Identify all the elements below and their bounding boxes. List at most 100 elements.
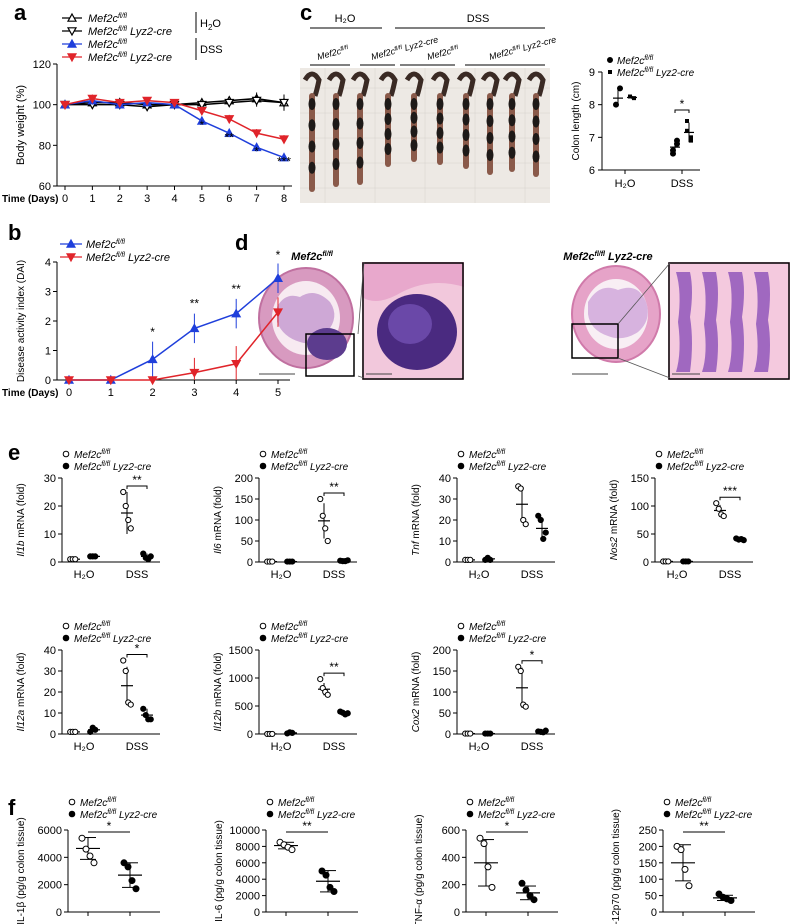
- legend-label: Mef2cfl/fl Lyz2-cre: [74, 633, 152, 645]
- series-path: [69, 277, 279, 381]
- x-tick-label: 3: [144, 193, 150, 205]
- x-tick-label: H₂O: [271, 741, 292, 753]
- data-point: [715, 505, 722, 512]
- legend-marker: [68, 798, 76, 806]
- panel-label-c: c: [300, 0, 313, 25]
- chart-c: 6 7 8 9 H₂O DSS Colon length (cm) * Mef2cfl/flMe…: [571, 55, 700, 190]
- colon-stool: [508, 98, 516, 110]
- x-axis-label: Time (Days): [2, 194, 59, 205]
- colon-stool: [410, 111, 418, 124]
- series-line: [63, 263, 284, 384]
- panel-label-e: e: [8, 440, 21, 465]
- data-point: [487, 556, 494, 564]
- significance-star: **: [302, 819, 312, 833]
- data-point: [120, 488, 127, 496]
- legend-marker: [66, 12, 78, 22]
- colon-cecum: [326, 71, 346, 97]
- chart-f4: 0 50 100 150 200 250 IL-12p70 (pg/g colon tiss…: [611, 797, 755, 924]
- y-tick-label: 3: [45, 287, 51, 299]
- data-point: [713, 500, 720, 507]
- y-tick-label: 100: [631, 501, 649, 513]
- legend-label: Mef2cfl/fl Lyz2-cre: [469, 461, 547, 473]
- x-tick-label: 4: [171, 193, 177, 205]
- chart-e2: 0 50 100 150 200 H₂O DSS Il6 mRNA (fold) ** Mef2c…: [213, 449, 357, 581]
- legend-label: Mef2cfl/fl: [88, 39, 127, 51]
- y-tick-label: 6: [589, 165, 595, 177]
- y-axis-label: IL-12p70 (pg/g colon tissue): [611, 809, 622, 924]
- y-axis-label: Il12a mRNA (fold): [16, 653, 27, 732]
- colon-stool: [410, 139, 418, 152]
- data-point: [86, 852, 94, 860]
- legend-marker: [266, 798, 274, 806]
- y-axis-label: IL-1β (pg/g colon tissue): [16, 817, 27, 924]
- legend-label: Mef2cfl/fl Lyz2-cre: [667, 461, 745, 473]
- y-tick-label: 200: [639, 841, 657, 853]
- histology-cre-overview: [568, 262, 668, 380]
- x-tick-label: 1: [108, 387, 114, 399]
- legend-marker: [457, 462, 465, 470]
- histology-ctrl-zoom: [362, 262, 464, 380]
- x-tick-label: 2: [117, 193, 123, 205]
- data-point: [124, 863, 132, 871]
- data-point: [269, 730, 276, 738]
- data-point: [196, 106, 207, 117]
- legend-marker: [607, 57, 613, 63]
- legend-marker: [259, 462, 267, 470]
- y-tick-label: 0: [651, 907, 657, 919]
- legend-marker: [457, 450, 465, 458]
- colon-stool: [356, 137, 364, 149]
- x-axis-label: Time (Days): [2, 388, 59, 399]
- data-point: [122, 667, 129, 675]
- data-point: [484, 863, 492, 871]
- x-tick-label: H₂O: [615, 178, 636, 190]
- significance-star: *: [107, 819, 112, 833]
- colon-cecum: [404, 71, 424, 97]
- y-tick-label: 10000: [229, 825, 260, 837]
- legend-marker: [466, 798, 474, 806]
- significance-star: *: [254, 145, 259, 159]
- y-tick-label: 2000: [236, 891, 260, 903]
- chart-e4: 0 50 100 150 H₂O DSS Nos2 mRNA (fold) *** Mef2cf…: [609, 449, 753, 581]
- legend-label: Mef2cfl/fl: [478, 797, 515, 809]
- colon-stool: [462, 98, 470, 110]
- y-axis-label: Colon length (cm): [571, 82, 582, 161]
- data-point: [685, 882, 693, 890]
- y-tick-label: 4000: [38, 852, 62, 864]
- data-point: [72, 556, 79, 563]
- data-point: [278, 135, 290, 145]
- data-point: [122, 502, 129, 510]
- colon-stool: [384, 113, 392, 125]
- legend-label: Mef2cfl/fl: [271, 449, 308, 461]
- data-point: [272, 308, 284, 318]
- y-tick-label: 200: [442, 880, 460, 892]
- y-tick-label: 150: [639, 858, 657, 870]
- data-point: [467, 730, 474, 737]
- colon-cecum: [526, 71, 546, 97]
- data-point: [231, 308, 242, 318]
- data-point: [147, 354, 158, 364]
- panel-label-b: b: [8, 220, 22, 245]
- colon-stool: [486, 149, 494, 161]
- legend-marker: [608, 70, 612, 74]
- y-tick-label: 7: [589, 132, 595, 144]
- data-point: [92, 726, 99, 733]
- colon-cecum: [480, 71, 500, 97]
- significance-bracket: [126, 654, 148, 658]
- header-h2o: H₂O: [335, 13, 356, 25]
- colon-stool: [532, 133, 540, 145]
- data-point: [685, 119, 689, 123]
- colon-stool: [508, 114, 516, 127]
- colon-stool: [332, 158, 340, 170]
- y-tick-label: 250: [639, 825, 657, 837]
- data-point: [628, 94, 632, 99]
- colon-stool: [308, 140, 316, 153]
- significance-star: *: [150, 325, 155, 339]
- y-tick-label: 1: [45, 346, 51, 358]
- data-point: [114, 98, 125, 108]
- data-point: [63, 376, 75, 386]
- y-tick-label: 150: [433, 666, 451, 678]
- colon-cecum: [502, 71, 522, 97]
- x-tick-label: DSS: [521, 569, 544, 581]
